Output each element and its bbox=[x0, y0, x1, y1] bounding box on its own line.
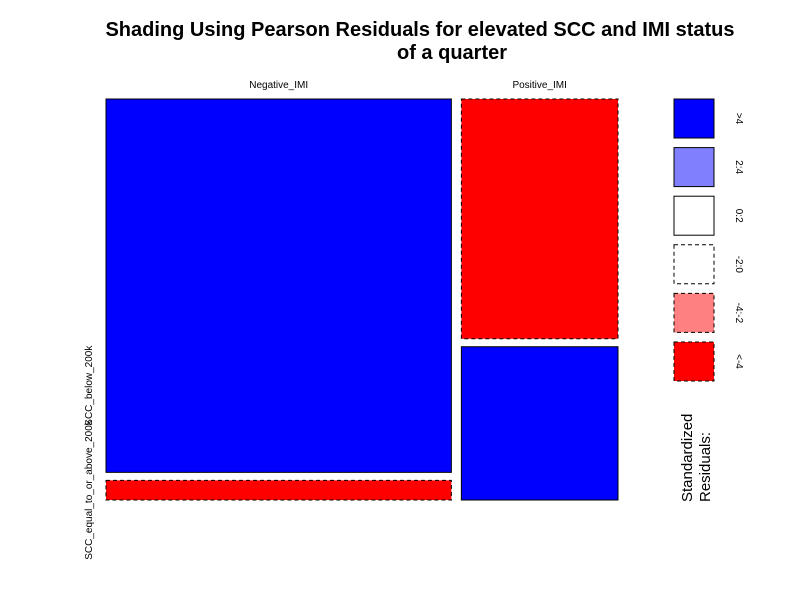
mosaic-cell-positive-imi-scc-below-200k bbox=[460, 98, 619, 340]
chart-title-line2: of a quarter bbox=[397, 42, 507, 64]
legend-title-line1: Standardized bbox=[679, 414, 696, 502]
legend-swatch-6 bbox=[673, 341, 715, 382]
mosaic-cell-positive-imi-scc-equal-to-or-above-200k bbox=[460, 346, 619, 501]
legend-swatch-5 bbox=[673, 292, 715, 333]
legend-label-1: >4 bbox=[733, 113, 744, 125]
legend-label-3: 0:2 bbox=[733, 209, 744, 223]
row-label-scc-below-200k: SCC_below_200k bbox=[84, 345, 95, 426]
legend-label-5: -4:-2 bbox=[733, 303, 744, 324]
legend-swatch-3 bbox=[673, 195, 715, 236]
column-label-positive-imi: Positive_IMI bbox=[512, 80, 566, 91]
legend-swatch-1 bbox=[673, 98, 715, 139]
legend-label-4: -2:0 bbox=[733, 256, 744, 274]
legend-label-2: 2:4 bbox=[733, 160, 744, 174]
legend-swatch-2 bbox=[673, 147, 715, 188]
mosaic-cell-negative-imi-scc-equal-to-or-above-200k bbox=[105, 479, 452, 501]
column-labels: Negative_IMI Positive_IMI bbox=[249, 80, 567, 91]
row-label-scc-equal-to-or-above-200k: SCC_equal_to_or_above_200k bbox=[84, 419, 95, 560]
chart-title-line1: Shading Using Pearson Residuals for elev… bbox=[105, 19, 734, 41]
mosaic-cells bbox=[105, 98, 619, 501]
mosaic-cell-negative-imi-scc-below-200k bbox=[105, 98, 452, 473]
legend-label-6: <-4 bbox=[733, 354, 744, 369]
legend: >4 2:4 0:2 -2:0 -4:-2 <-4 Standardized Residual… bbox=[673, 98, 744, 502]
column-label-negative-imi: Negative_IMI bbox=[249, 80, 308, 91]
legend-title-line2: Residuals: bbox=[697, 432, 714, 502]
legend-swatch-4 bbox=[673, 244, 715, 285]
